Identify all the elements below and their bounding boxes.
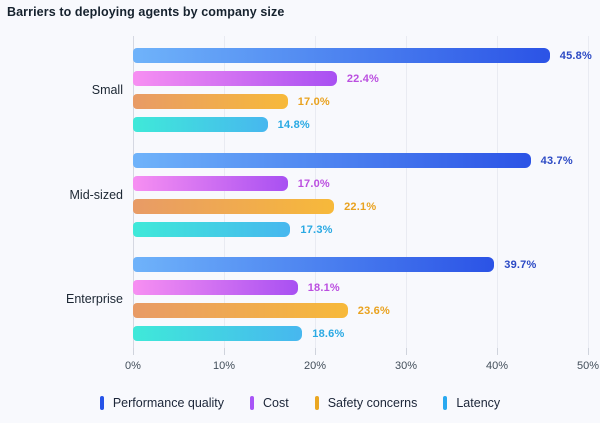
bar-value-label: 17.0% <box>297 177 330 190</box>
bar-row: 22.4% <box>133 71 588 86</box>
bar-cost <box>133 71 337 86</box>
bar-performance-quality <box>133 153 531 168</box>
gridline-40% <box>497 36 498 348</box>
bar-performance-quality <box>133 257 495 272</box>
legend-item-safety-concerns: Safety concerns <box>314 396 418 410</box>
axis-tick-label: 50% <box>576 360 600 372</box>
axis-tick <box>406 348 407 355</box>
legend-item-performance-quality: Performance quality <box>99 396 225 410</box>
bar-row: 17.0% <box>133 176 588 191</box>
bar-row: 22.1% <box>133 199 588 214</box>
gridline-50% <box>588 36 589 348</box>
bar-row: 23.6% <box>133 303 588 318</box>
bar-row: 39.7% <box>133 257 588 272</box>
legend-label: Latency <box>456 396 501 410</box>
bar-row: 17.0% <box>133 94 588 109</box>
bar-row: 18.6% <box>133 326 588 341</box>
bar-group-enterprise: Enterprise 39.7% 18.1% 23.6% 18.6% <box>66 257 588 341</box>
bar-value-label: 43.7% <box>540 154 573 167</box>
bar-row: 45.8% <box>133 48 592 63</box>
bar-value-label: 23.6% <box>357 304 390 317</box>
axis-tick-label: 40% <box>485 360 509 372</box>
axis-tick-label: 20% <box>303 360 327 372</box>
legend-item-latency: Latency <box>443 396 500 410</box>
bar-row: 17.3% <box>133 222 588 237</box>
legend-marker-icon <box>99 396 104 410</box>
bar-row: 43.7% <box>133 153 588 168</box>
bar-safety-concerns <box>133 303 348 318</box>
axis-tick <box>497 348 498 355</box>
bar-latency <box>133 117 268 132</box>
bar-value-label: 22.1% <box>344 200 377 213</box>
axis-tick-label: 30% <box>394 360 418 372</box>
legend: Performance quality Cost Safety concerns La… <box>0 396 600 410</box>
plot-area: Small 45.8% 22.4% 17.0% 14.8% Mid-sized 43.7% 1… <box>66 36 599 372</box>
axis-tick <box>133 348 134 355</box>
bar-value-label: 22.4% <box>346 72 380 85</box>
bar-value-label: 45.8% <box>559 49 592 62</box>
gridline-20% <box>315 36 316 348</box>
category-label: Enterprise <box>66 292 123 306</box>
axis-tick-label: 0% <box>125 360 141 372</box>
bar-latency <box>133 326 303 341</box>
bar-safety-concerns <box>133 199 335 214</box>
legend-label: Performance quality <box>112 396 225 410</box>
gridline-10% <box>224 36 225 348</box>
gridline-30% <box>406 36 407 348</box>
axis-tick <box>224 348 225 355</box>
bar-row: 18.1% <box>133 280 588 295</box>
bar-value-label: 18.1% <box>307 281 340 294</box>
bar-performance-quality <box>133 48 550 63</box>
category-label: Small <box>91 83 123 97</box>
legend-marker-icon <box>443 396 448 410</box>
bar-cost <box>133 176 288 191</box>
chart-title: Barriers to deploying agents by company … <box>7 5 285 19</box>
bar-group-small: Small 45.8% 22.4% 17.0% 14.8% <box>92 48 592 132</box>
bar-row: 14.8% <box>133 117 588 132</box>
bar-value-label: 17.3% <box>300 223 333 236</box>
gridline-0% <box>133 36 134 348</box>
bar-value-label: 39.7% <box>504 258 537 271</box>
legend-marker-icon <box>314 396 319 410</box>
bar-safety-concerns <box>133 94 288 109</box>
bar-value-label: 18.6% <box>312 327 345 340</box>
bar-value-label: 17.0% <box>297 95 330 108</box>
bar-cost <box>133 280 298 295</box>
axis-tick <box>588 348 589 355</box>
category-label: Mid-sized <box>69 188 124 202</box>
legend-label: Cost <box>263 396 289 410</box>
legend-label: Safety concerns <box>327 396 418 410</box>
bar-latency <box>133 222 291 237</box>
axis-tick <box>315 348 316 355</box>
axis-tick-label: 10% <box>212 360 236 372</box>
legend-item-cost: Cost <box>250 396 289 410</box>
bar-group-mid-sized: Mid-sized 43.7% 17.0% 22.1% 17.3% <box>70 153 588 237</box>
legend-marker-icon <box>250 396 255 410</box>
bar-value-label: 14.8% <box>277 118 310 131</box>
